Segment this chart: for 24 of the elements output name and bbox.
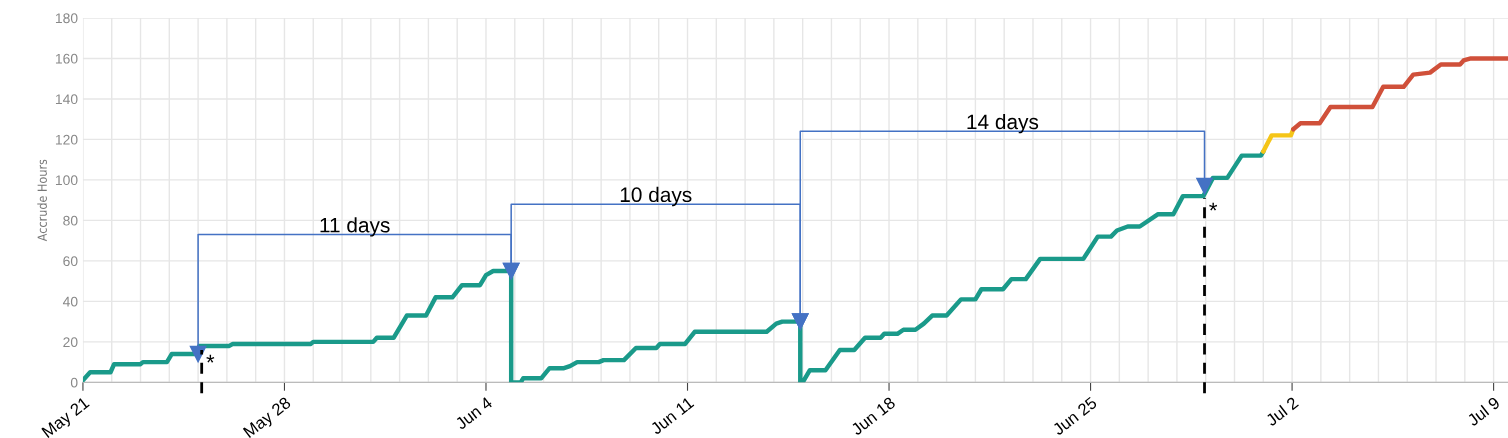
x-tick-label: Jul 9 xyxy=(1466,396,1501,427)
y-tick-label: 100 xyxy=(55,175,78,186)
y-tick-label: 20 xyxy=(63,337,78,348)
x-tick-label: Jun 25 xyxy=(1051,396,1098,436)
annotation: 10 days xyxy=(620,186,692,207)
x-tick-label: Jun 4 xyxy=(454,396,494,431)
x-tick-label: May 21 xyxy=(41,396,92,438)
y-axis-title: Accrude Hours xyxy=(37,159,47,242)
y-tick-label: 40 xyxy=(62,296,78,307)
ref-line-label: * xyxy=(1209,202,1218,211)
y-tick-label: 180 xyxy=(55,13,78,24)
ref-line-label: * xyxy=(206,354,215,363)
y-tick-label: 60 xyxy=(63,256,78,267)
x-tick-label: Jun 18 xyxy=(850,396,896,436)
annotation: 11 days xyxy=(320,217,390,237)
x-tick-label: May 28 xyxy=(242,396,294,438)
x-tick-label: Jul 2 xyxy=(1264,396,1299,427)
annotation: 14 days xyxy=(967,113,1039,134)
y-tick-label: 160 xyxy=(55,53,78,64)
y-tick-label: 0 xyxy=(70,377,78,388)
y-tick-label: 120 xyxy=(55,134,78,145)
y-tick-label: 80 xyxy=(63,215,78,226)
y-tick-label: 140 xyxy=(55,94,78,105)
x-tick-label: Jun 11 xyxy=(649,396,695,436)
